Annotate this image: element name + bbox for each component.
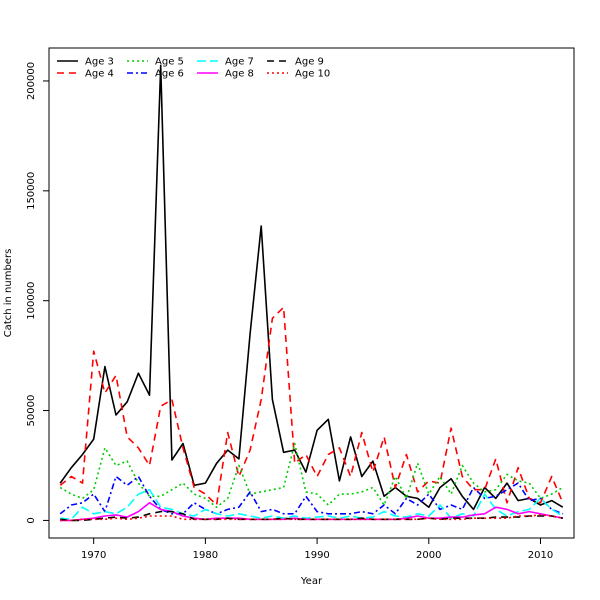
legend-label: Age 10 xyxy=(295,69,330,80)
x-tick-label: 1990 xyxy=(304,550,329,561)
y-tick-label: 200000 xyxy=(26,62,37,100)
legend-label: Age 8 xyxy=(225,69,254,80)
y-tick-label: 50000 xyxy=(26,395,37,427)
legend-label: Age 6 xyxy=(155,69,184,80)
x-tick-label: 2010 xyxy=(528,550,553,561)
x-tick-label: 1980 xyxy=(193,550,218,561)
series-line-age-7 xyxy=(60,488,564,521)
series-line-age-5 xyxy=(59,442,564,509)
y-tick-label: 150000 xyxy=(26,172,37,210)
y-tick-label: 100000 xyxy=(26,282,37,320)
legend-label: Age 5 xyxy=(155,57,184,68)
legend-label: Age 4 xyxy=(85,69,114,80)
legend-label: Age 9 xyxy=(295,57,324,68)
x-tick-label: 2000 xyxy=(416,550,441,561)
series-line-age-6 xyxy=(59,475,564,515)
series-layer xyxy=(59,64,564,522)
legend-label: Age 3 xyxy=(85,57,114,68)
y-axis-label: Catch in numbers xyxy=(3,249,14,338)
x-axis: 1970 1980 1990 2000 2010 xyxy=(81,538,553,561)
plot-frame xyxy=(48,47,575,539)
x-tick-label: 1970 xyxy=(81,550,106,561)
y-tick-label: 0 xyxy=(26,517,37,523)
series-line-age-4 xyxy=(59,306,564,506)
series-line-age-3 xyxy=(59,64,564,511)
legend-label: Age 7 xyxy=(225,57,254,68)
y-axis: 0 50000 100000 150000 200000 xyxy=(26,62,49,524)
x-axis-label: Year xyxy=(300,576,323,587)
series-line-age-9 xyxy=(60,510,563,522)
